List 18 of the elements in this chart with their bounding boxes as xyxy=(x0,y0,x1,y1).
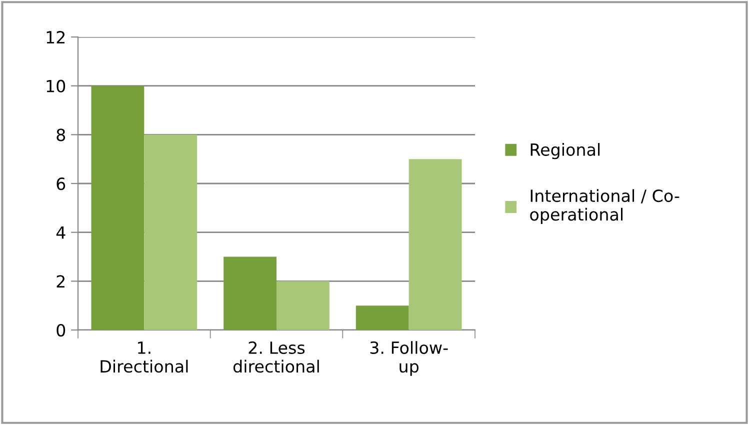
y-tick-label: 0 xyxy=(56,324,66,337)
bar xyxy=(91,86,144,330)
bar xyxy=(276,281,330,330)
x-tick-label: 3. Follow- up xyxy=(370,341,448,376)
legend-label: International / Co- operational xyxy=(530,189,680,224)
y-tick-label: 2 xyxy=(56,275,65,288)
y-tick-label: 8 xyxy=(56,128,66,142)
y-tick-label: 4 xyxy=(56,226,66,239)
y-tick-label: 6 xyxy=(56,177,66,190)
bar xyxy=(356,306,409,330)
y-tick-label: 12 xyxy=(46,30,65,44)
y-tick-label: 10 xyxy=(46,80,66,92)
bar xyxy=(144,134,198,330)
x-tick-label: 1. Directional xyxy=(100,342,188,373)
legend-label: Regional xyxy=(530,143,600,160)
bar xyxy=(224,256,276,330)
bar xyxy=(408,159,462,330)
x-tick-label: 2. Less directional xyxy=(233,341,319,373)
